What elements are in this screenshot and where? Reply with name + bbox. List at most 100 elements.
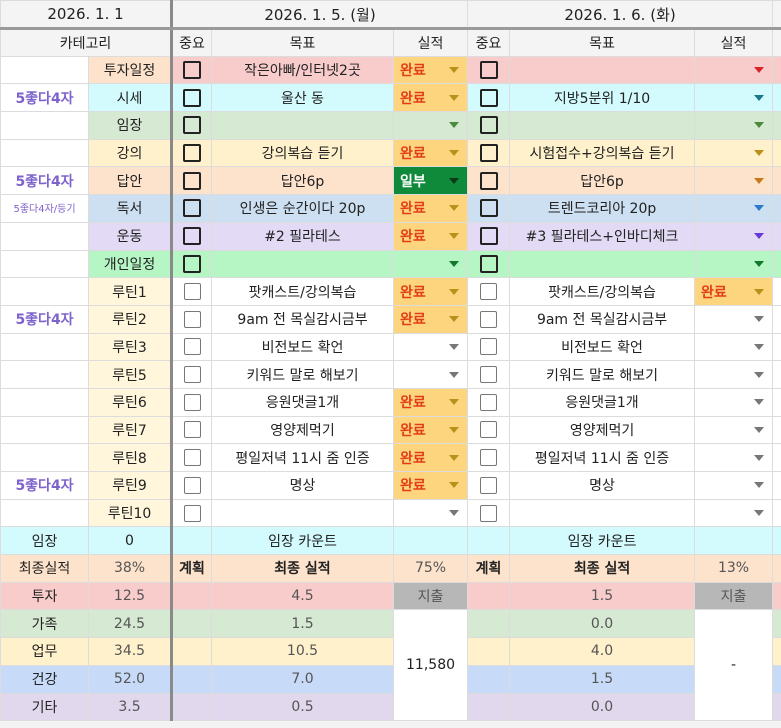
plan-label[interactable]: 계획	[467, 554, 511, 583]
dropdown-arrow-icon[interactable]	[449, 482, 460, 489]
checkbox[interactable]	[183, 504, 201, 522]
empty-cell[interactable]	[171, 664, 212, 694]
category-cell[interactable]: 루틴10	[88, 498, 173, 528]
importance-cell[interactable]	[467, 332, 511, 362]
total-label[interactable]: 건강	[0, 664, 89, 694]
empty-cell[interactable]	[772, 332, 781, 362]
importance-cell[interactable]	[171, 194, 212, 223]
dropdown-arrow-icon[interactable]	[754, 122, 765, 129]
status-dropdown[interactable]	[694, 304, 774, 334]
checkbox[interactable]	[183, 116, 201, 135]
dropdown-arrow-icon[interactable]	[449, 371, 460, 378]
left-label-cell[interactable]: 5좋다4자	[0, 166, 89, 196]
expense-value[interactable]: 11,580	[392, 609, 469, 722]
checkbox[interactable]	[480, 421, 498, 439]
importance-cell[interactable]	[467, 249, 511, 279]
dropdown-arrow-icon[interactable]	[754, 510, 765, 517]
importance-cell[interactable]	[171, 55, 212, 85]
status-dropdown[interactable]: 완료	[392, 194, 469, 223]
checkbox[interactable]	[183, 393, 201, 411]
total-value[interactable]: 34.5	[88, 637, 173, 666]
dropdown-arrow-icon[interactable]	[449, 510, 460, 517]
status-dropdown[interactable]	[694, 138, 774, 168]
status-dropdown[interactable]	[694, 332, 774, 362]
category-cell[interactable]: 강의	[88, 138, 173, 168]
status-dropdown[interactable]	[694, 221, 774, 251]
left-label-cell[interactable]	[0, 443, 89, 472]
left-label-cell[interactable]	[0, 360, 89, 389]
importance-cell[interactable]	[467, 387, 511, 417]
date-cell-2[interactable]: 2026. 1. 5. (월)	[170, 0, 469, 30]
empty-cell[interactable]	[467, 637, 511, 666]
importance-cell[interactable]	[171, 249, 212, 279]
status-dropdown[interactable]	[694, 471, 774, 500]
status-dropdown[interactable]: 완료	[392, 304, 469, 334]
expense-label[interactable]: 지출	[694, 581, 774, 611]
status-dropdown[interactable]: 완료	[392, 471, 469, 500]
goal-cell[interactable]	[211, 249, 394, 279]
empty-cell[interactable]	[772, 692, 781, 722]
goal-cell[interactable]: 영양제먹기	[509, 415, 696, 445]
importance-cell[interactable]	[171, 360, 212, 389]
dropdown-arrow-icon[interactable]	[754, 150, 765, 157]
category-cell[interactable]: 투자일정	[88, 55, 173, 85]
status-dropdown[interactable]: 완료	[392, 277, 469, 306]
final-label[interactable]: 최종실적	[0, 554, 89, 583]
status-dropdown[interactable]	[694, 387, 774, 417]
goal-cell[interactable]: 키워드 말로 해보기	[211, 360, 394, 389]
status-dropdown[interactable]	[392, 360, 469, 389]
empty-cell[interactable]	[772, 415, 781, 445]
checkbox[interactable]	[480, 476, 498, 494]
goal-cell[interactable]: #2 필라테스	[211, 221, 394, 251]
checkbox[interactable]	[183, 88, 201, 107]
importance-cell[interactable]	[467, 55, 511, 85]
empty-cell[interactable]	[467, 526, 511, 556]
dropdown-arrow-icon[interactable]	[449, 316, 460, 323]
expense-value[interactable]: -	[694, 609, 774, 722]
checkbox[interactable]	[183, 61, 201, 80]
status-dropdown[interactable]: 완료	[392, 443, 469, 472]
total-value[interactable]: 12.5	[88, 581, 173, 611]
checkbox[interactable]	[183, 227, 201, 246]
dropdown-arrow-icon[interactable]	[754, 94, 765, 101]
checkbox[interactable]	[183, 476, 201, 494]
checkbox[interactable]	[479, 227, 498, 246]
checkbox[interactable]	[183, 283, 201, 301]
empty-cell[interactable]	[772, 471, 781, 500]
empty-cell[interactable]	[772, 304, 781, 334]
empty-cell[interactable]	[772, 637, 781, 666]
date-cell-1[interactable]: 2026. 1. 1	[0, 0, 173, 30]
checkbox[interactable]	[183, 310, 201, 328]
final-percent[interactable]: 13%	[694, 554, 774, 583]
day-total-value[interactable]: 10.5	[211, 637, 394, 666]
status-dropdown[interactable]	[392, 498, 469, 528]
total-label[interactable]: 기타	[0, 692, 89, 722]
date-cell-3[interactable]: 2026. 1. 6. (화)	[467, 0, 774, 30]
category-cell[interactable]: 루틴5	[88, 360, 173, 389]
goal-cell[interactable]: 비전보드 확언	[211, 332, 394, 362]
left-label-cell[interactable]	[0, 387, 89, 417]
category-cell[interactable]: 루틴1	[88, 277, 173, 306]
importance-cell[interactable]	[171, 83, 212, 113]
category-cell[interactable]: 루틴6	[88, 387, 173, 417]
left-label-cell[interactable]	[0, 138, 89, 168]
dropdown-arrow-icon[interactable]	[449, 205, 460, 212]
importance-cell[interactable]	[171, 111, 212, 140]
goal-cell[interactable]: 팟캐스트/강의복습	[211, 277, 394, 306]
importance-cell[interactable]	[467, 498, 511, 528]
day-total-value[interactable]: 4.5	[211, 581, 394, 611]
dropdown-arrow-icon[interactable]	[449, 150, 460, 157]
empty-cell[interactable]	[772, 138, 781, 168]
empty-cell[interactable]	[772, 166, 781, 196]
header-result[interactable]: 실적	[694, 28, 774, 57]
day-total-value[interactable]: 4.0	[509, 637, 696, 666]
empty-cell[interactable]	[171, 609, 212, 639]
empty-cell[interactable]	[772, 55, 781, 85]
goal-cell[interactable]: 답안6p	[509, 166, 696, 196]
total-value[interactable]: 3.5	[88, 692, 173, 722]
day-total-value[interactable]: 7.0	[211, 664, 394, 694]
final-percent[interactable]: 75%	[392, 554, 469, 583]
empty-cell[interactable]	[171, 692, 212, 722]
importance-cell[interactable]	[467, 277, 511, 306]
left-label-cell[interactable]	[0, 498, 89, 528]
